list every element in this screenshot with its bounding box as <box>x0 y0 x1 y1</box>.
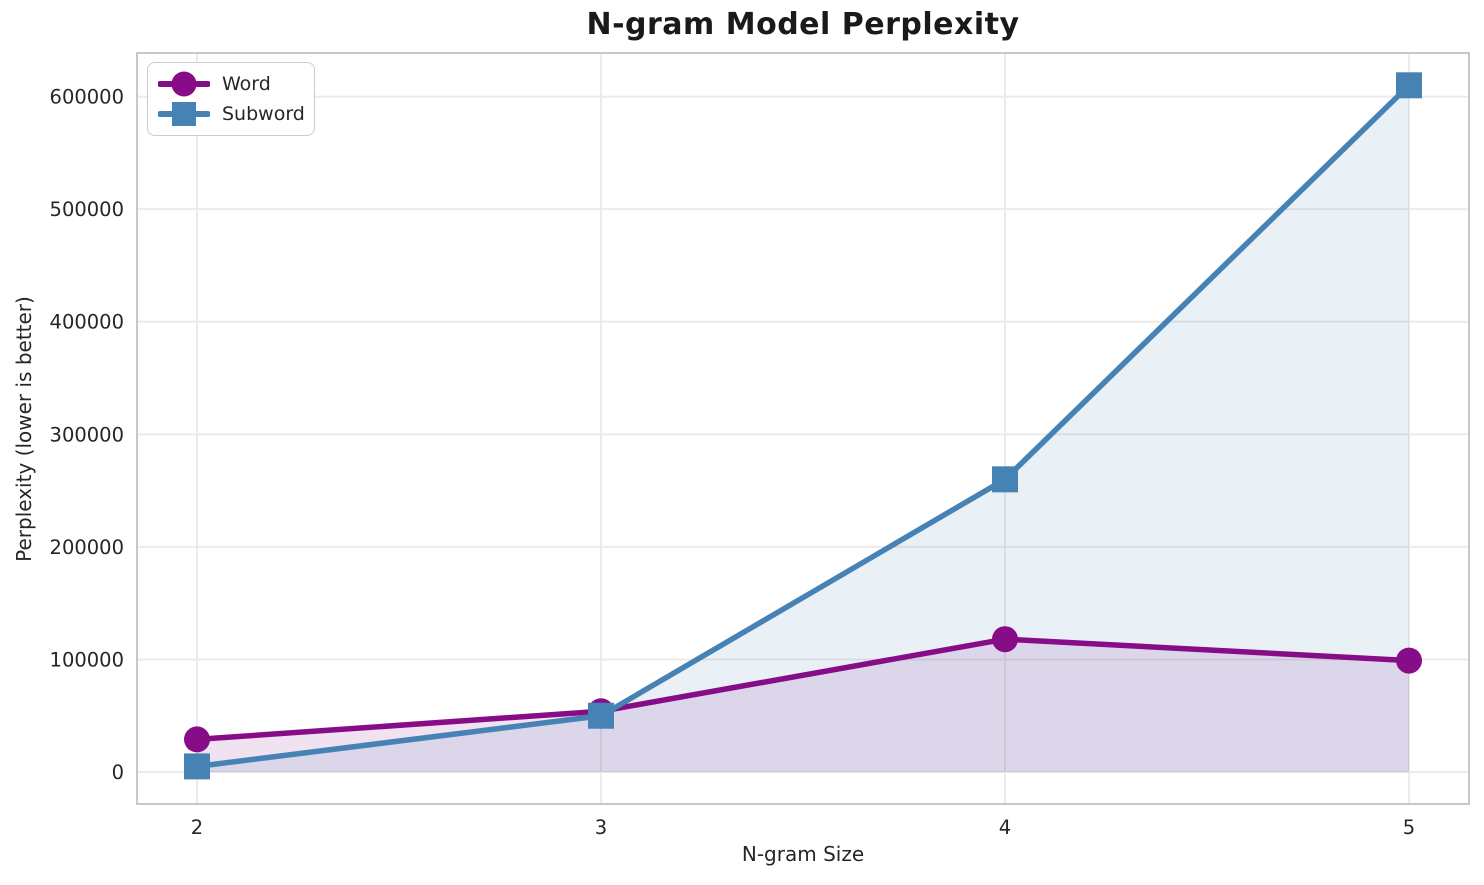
y-tick-label: 300000 <box>50 423 124 446</box>
subword-area-fill <box>196 85 1410 773</box>
y-axis-label: Perplexity (lower is better) <box>12 296 36 562</box>
plot-frame <box>136 52 1470 805</box>
legend-item-word: Word <box>158 70 304 98</box>
x-axis-label: N-gram Size <box>741 842 865 866</box>
x-tick-label: 3 <box>595 816 607 839</box>
word-line-circle-marker-icon <box>158 71 210 97</box>
subword-marker <box>992 466 1019 493</box>
word-area-fill <box>196 639 1410 773</box>
word-marker <box>183 726 210 753</box>
legend-label-subword: Subword <box>222 102 305 125</box>
legend-item-subword: Subword <box>158 100 305 128</box>
x-tick-label: 5 <box>1403 816 1415 839</box>
y-tick-label: 0 <box>112 761 124 784</box>
legend-label-word: Word <box>222 72 271 95</box>
subword-marker <box>183 753 210 780</box>
x-tick-label: 4 <box>999 816 1011 839</box>
chart-title: N-gram Model Perplexity <box>586 7 1020 42</box>
subword-marker <box>587 702 614 729</box>
y-tick-label: 200000 <box>50 536 124 559</box>
subword-marker <box>1396 72 1423 99</box>
subword-line <box>194 82 1412 770</box>
word-marker <box>992 626 1019 653</box>
word-line <box>194 636 1412 743</box>
legend: Word Subword <box>147 62 315 136</box>
y-tick-label: 500000 <box>50 198 124 221</box>
x-tick-label: 2 <box>191 816 203 839</box>
word-marker <box>1396 647 1423 674</box>
y-tick-label: 100000 <box>50 648 124 671</box>
y-tick-label: 600000 <box>50 86 124 109</box>
y-tick-label: 400000 <box>50 311 124 334</box>
subword-line-square-marker-icon <box>158 102 210 126</box>
